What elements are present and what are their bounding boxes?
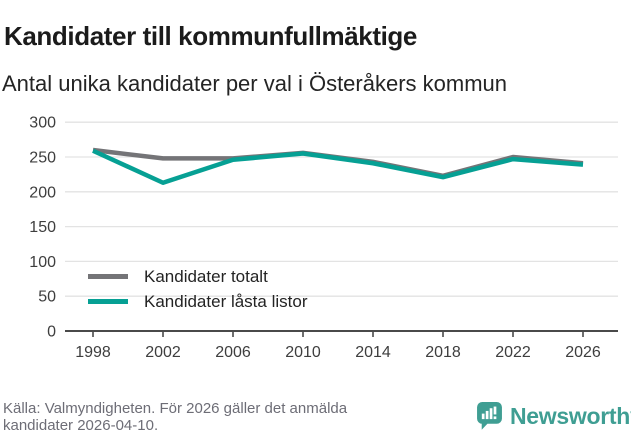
svg-text:50: 50 [38,289,56,306]
legend-item-kandidater-lasta-listor: Kandidater låsta listor [88,289,307,314]
brand-wordmark: Newsworthy [510,402,631,429]
legend-item-kandidater-totalt: Kandidater totalt [88,264,307,289]
legend-label-totalt: Kandidater totalt [144,266,268,286]
svg-text:2002: 2002 [145,344,181,361]
svg-text:2026: 2026 [565,344,601,361]
line-chart: 0 50 100 150 200 250 300 1998 2002 2006 2010 2014 20… [0,115,631,370]
source-note: Källa: Valmyndigheten. För 2026 gäller d… [3,400,348,434]
legend: Kandidater totalt Kandidater låsta listo… [88,264,307,314]
svg-text:2018: 2018 [425,344,461,361]
svg-text:200: 200 [29,184,56,201]
newsworthy-logo: Newsworthy [477,402,631,430]
svg-text:150: 150 [29,219,56,236]
svg-text:2010: 2010 [285,344,321,361]
legend-swatch-teal [88,299,128,304]
page-title: Kandidater till kommunfullmäktige [4,21,417,52]
chart-subtitle: Antal unika kandidater per val i Österåk… [2,71,508,96]
svg-text:250: 250 [29,150,56,167]
legend-swatch-gray [88,274,128,279]
newsworthy-bar-chart-speech-bubble-icon [477,402,502,430]
svg-text:1998: 1998 [75,344,111,361]
svg-text:2006: 2006 [215,344,251,361]
svg-text:300: 300 [29,115,56,132]
svg-text:2014: 2014 [355,344,391,361]
svg-text:2022: 2022 [495,344,531,361]
legend-label-lasta-listor: Kandidater låsta listor [144,291,308,311]
svg-text:100: 100 [29,254,56,271]
chart-canvas: 0 50 100 150 200 250 300 1998 2002 2006 2010 2014 20… [29,115,618,361]
svg-text:0: 0 [47,324,56,341]
